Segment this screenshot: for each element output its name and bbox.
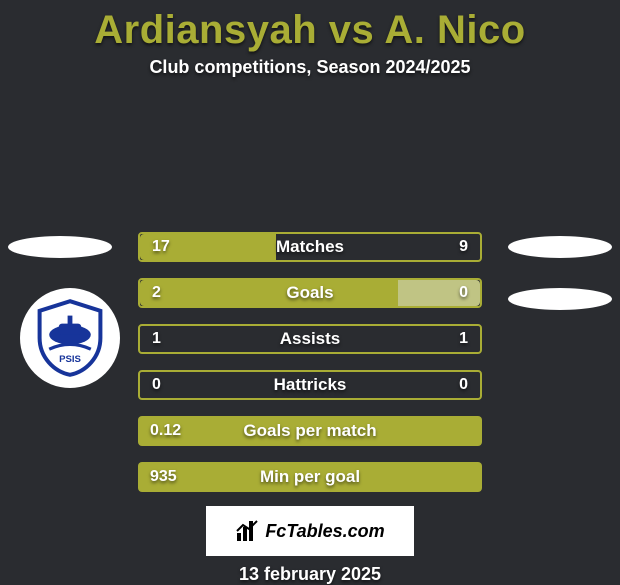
stat-label: Goals (286, 283, 333, 303)
stat-value-left: 17 (152, 238, 170, 256)
stat-row: 0.12 Goals per match (138, 416, 482, 446)
stat-row: 935 Min per goal (138, 462, 482, 492)
chart-icon (235, 519, 259, 543)
stat-value-right: 9 (459, 238, 468, 256)
stat-value-right: 0 (459, 376, 468, 394)
stat-value-left: 0 (152, 376, 161, 394)
stat-row: 0 Hattricks 0 (138, 370, 482, 400)
stat-fill-left (140, 280, 398, 306)
stat-row: 2 Goals 0 (138, 278, 482, 308)
stat-value-right: 0 (459, 284, 468, 302)
stat-label: Matches (276, 237, 344, 257)
source-logo: FcTables.com (206, 506, 414, 556)
source-logo-text: FcTables.com (265, 521, 384, 542)
stat-row: 17 Matches 9 (138, 232, 482, 262)
stat-label: Goals per match (243, 421, 376, 441)
stat-label: Assists (280, 329, 340, 349)
stat-rows: 17 Matches 9 2 Goals 0 1 Assists 1 0 Hattricks 0 0.1… (138, 232, 482, 508)
page-title: Ardiansyah vs A. Nico (0, 0, 620, 57)
club-badge-container: PSIS (20, 288, 120, 388)
stat-value-left: 935 (150, 468, 177, 486)
svg-text:PSIS: PSIS (59, 354, 81, 365)
stat-value-left: 1 (152, 330, 161, 348)
stat-label: Min per goal (260, 467, 360, 487)
club-badge-icon: PSIS (30, 298, 110, 378)
page-subtitle: Club competitions, Season 2024/2025 (0, 57, 620, 78)
stat-value-left: 0.12 (150, 422, 181, 440)
footer-date: 13 february 2025 (239, 564, 381, 585)
stat-row: 1 Assists 1 (138, 324, 482, 354)
stat-label: Hattricks (274, 375, 347, 395)
stat-value-right: 1 (459, 330, 468, 348)
player-right-oval-top (508, 236, 612, 258)
player-right-oval-bottom (508, 288, 612, 310)
player-left-oval-top (8, 236, 112, 258)
stat-value-left: 2 (152, 284, 161, 302)
